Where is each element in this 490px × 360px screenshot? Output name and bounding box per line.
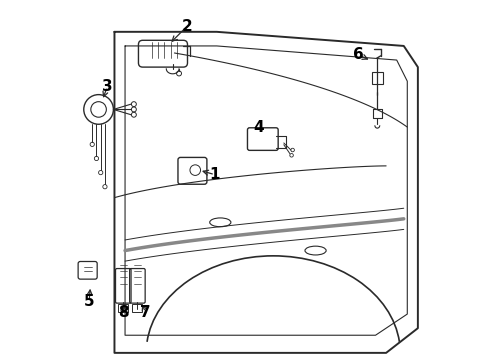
- Text: 5: 5: [84, 294, 95, 309]
- Text: 1: 1: [210, 167, 220, 182]
- Text: 8: 8: [118, 305, 128, 320]
- Text: 7: 7: [140, 305, 151, 320]
- Text: 2: 2: [181, 19, 192, 34]
- Text: 6: 6: [352, 47, 363, 62]
- Text: 3: 3: [102, 79, 113, 94]
- Text: 4: 4: [254, 120, 265, 135]
